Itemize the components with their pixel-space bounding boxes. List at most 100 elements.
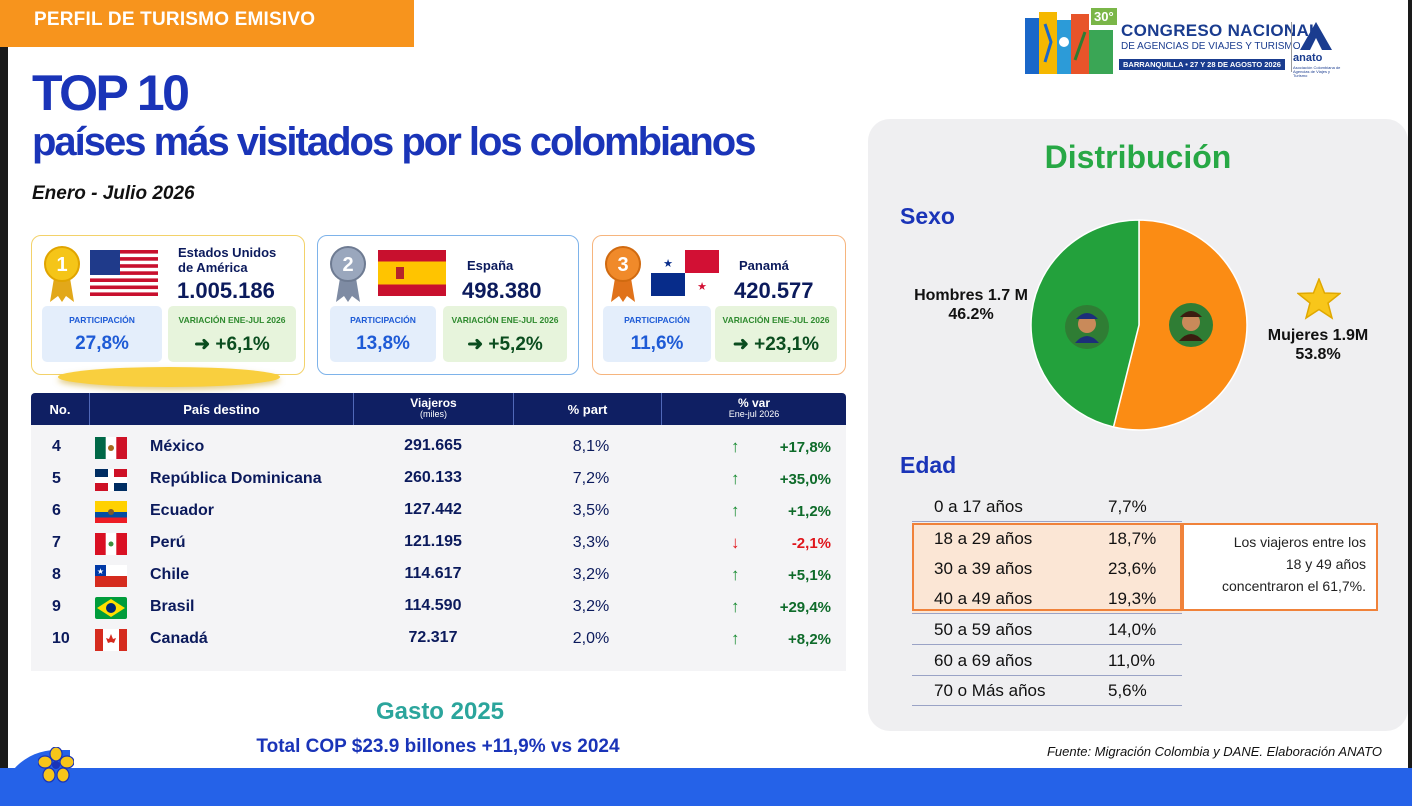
mexico-flag-icon — [95, 437, 127, 459]
canada-flag-icon — [95, 629, 127, 651]
source-note: Fuente: Migración Colombia y DANE. Elabo… — [1046, 744, 1382, 759]
anniversary-badge: 30° — [1091, 8, 1117, 25]
silver-medal-icon: 2 — [330, 246, 366, 302]
age-range: 50 a 59 años — [934, 620, 1033, 639]
age-range: 40 a 49 años — [934, 589, 1033, 608]
table-row: 7 Perú 121.195 3,3% ↓ -2,1% — [31, 527, 846, 559]
frame-left — [0, 0, 8, 806]
sex-pie-chart — [1030, 219, 1248, 431]
age-row: 40 a 49 años 19,3% — [912, 583, 1182, 614]
brazil-flag-icon — [95, 597, 127, 619]
card-travelers: 1.005.186 — [177, 278, 275, 303]
variation-label: VARIACIÓN ENE-JUL 2026 — [451, 315, 559, 325]
up-arrow-icon: ↑ — [731, 629, 740, 648]
row-number: 9 — [52, 598, 61, 615]
age-highlight-frame — [912, 523, 1182, 611]
logo-separator — [1291, 22, 1292, 72]
anato-wordmark: anato — [1293, 52, 1323, 64]
chile-flag-icon: ★ — [95, 565, 127, 587]
top-country-card-3: 3 ★ ★ Panamá 420.577 PARTICIPACIÓN 11,6%… — [592, 235, 846, 375]
age-section-label: Edad — [900, 452, 957, 478]
table-row: 6 Ecuador 127.442 3,5% ↑ +1,2% — [31, 495, 846, 527]
up-arrow-icon: ↑ — [731, 437, 740, 456]
down-arrow-icon: ↓ — [731, 533, 740, 552]
panama-flag-icon: ★ ★ — [651, 250, 719, 296]
col-no: No. — [49, 401, 71, 417]
period-label: Enero - Julio 2026 — [32, 183, 195, 204]
table-row: 10 Canadá 72.317 2,0% ↑ +8,2% — [31, 623, 846, 655]
variation-value: +5,2% — [488, 334, 543, 355]
table-row: 4 México 291.665 8,1% ↑ +17,8% — [31, 431, 846, 463]
card-travelers: 420.577 — [734, 278, 814, 303]
ranking-table-body: 4 México 291.665 8,1% ↑ +17,8% 5 Repúbli… — [31, 425, 846, 671]
row-country: Ecuador — [150, 502, 215, 519]
age-note-line: concentraron el 61,7%. — [1222, 578, 1366, 594]
logo-subtitle: DE AGENCIAS DE VIAJES Y TURISMO — [1121, 41, 1301, 52]
row-country: Perú — [150, 534, 186, 551]
card-participation-box: PARTICIPACIÓN 11,6% — [603, 306, 711, 362]
footer-bar — [0, 768, 1412, 806]
up-arrow-icon: ➜ — [467, 334, 484, 355]
card-variation-box: VARIACIÓN ENE-JUL 2026 ➜ +6,1% — [168, 306, 296, 362]
age-note-line: Los viajeros entre los — [1233, 534, 1366, 550]
table-row: 5 República Dominicana 260.133 7,2% ↑ +3… — [31, 463, 846, 495]
svg-text:★: ★ — [697, 281, 707, 293]
age-range: 70 o Más años — [934, 681, 1046, 700]
woman-avatar-icon — [1169, 303, 1213, 347]
row-var: +5,1% — [788, 567, 831, 584]
row-var: +8,2% — [788, 631, 831, 648]
men-count: Hombres 1.7 M — [914, 287, 1028, 304]
age-pct: 18,7% — [1108, 529, 1157, 548]
flower-icon — [38, 747, 74, 783]
age-pct: 19,3% — [1108, 589, 1157, 608]
event-logo-tiles-icon — [1025, 12, 1113, 74]
peru-flag-icon — [95, 533, 127, 555]
variation-label: VARIACIÓN ENE-JUL 2026 — [178, 315, 286, 325]
distribution-panel: Distribución Sexo Hombres 1.7 M 46.2% Mu… — [868, 119, 1408, 731]
age-note: Los viajeros entre los 18 y 49 años conc… — [1182, 523, 1378, 611]
col-country: País destino — [89, 393, 353, 425]
age-range: 0 a 17 años — [934, 497, 1023, 516]
row-travelers: 121.195 — [404, 533, 462, 550]
medal-rank-3: 3 — [617, 254, 628, 276]
card-country-name: Estados Unidos de América — [178, 245, 277, 275]
page-subtitle: países más visitados por los colombianos — [32, 120, 756, 164]
men-pct: 46.2% — [948, 306, 994, 323]
age-row: 60 a 69 años 11,0% — [912, 645, 1182, 676]
card-participation-box: PARTICIPACIÓN 27,8% — [42, 306, 162, 362]
event-logo: 30° CONGRESO NACIONAL DE AGENCIAS DE VIA… — [1025, 8, 1341, 78]
participation-value: 27,8% — [75, 333, 129, 354]
men-label: Hombres 1.7 M 46.2% — [888, 286, 1054, 324]
card-country-name: Panamá — [739, 258, 789, 273]
up-arrow-icon: ↑ — [731, 501, 740, 520]
age-row: 30 a 39 años 23,6% — [912, 553, 1182, 584]
row-country: Chile — [150, 566, 190, 583]
participation-label: PARTICIPACIÓN — [350, 315, 416, 325]
age-pct: 5,6% — [1108, 681, 1147, 700]
row-travelers: 127.442 — [404, 501, 462, 518]
age-row: 18 a 29 años 18,7% — [912, 523, 1182, 554]
anato-logo-icon — [1300, 22, 1332, 50]
row-number: 10 — [52, 630, 70, 647]
age-note-line: 18 y 49 años — [1285, 556, 1366, 572]
age-range: 30 a 39 años — [934, 559, 1033, 578]
age-row: 50 a 59 años 14,0% — [912, 614, 1182, 645]
up-arrow-icon: ➜ — [194, 334, 211, 355]
row-country: Brasil — [150, 598, 195, 615]
frame-right — [1408, 0, 1412, 806]
row-number: 7 — [52, 534, 61, 551]
star-icon — [1297, 278, 1341, 320]
card-variation-box: VARIACIÓN ENE-JUL 2026 ➜ +5,2% — [443, 306, 567, 362]
variation-label: VARIACIÓN ENE-JUL 2026 — [722, 315, 830, 325]
age-range: 18 a 29 años — [934, 529, 1033, 548]
card-travelers: 498.380 — [462, 278, 542, 303]
row-country: México — [150, 438, 205, 455]
women-count: Mujeres 1.9M — [1267, 327, 1369, 344]
up-arrow-icon: ↑ — [731, 565, 740, 584]
participation-label: PARTICIPACIÓN — [69, 315, 135, 325]
spain-flag-icon — [378, 250, 446, 296]
spending-total: Total COP $23.9 billones +11,9% vs 2024 — [256, 736, 620, 757]
podium-stand — [58, 367, 280, 387]
anato-subtitle: Asociación Colombiana de Agencias de Via… — [1293, 65, 1341, 78]
gold-medal-icon: 1 — [44, 246, 80, 302]
